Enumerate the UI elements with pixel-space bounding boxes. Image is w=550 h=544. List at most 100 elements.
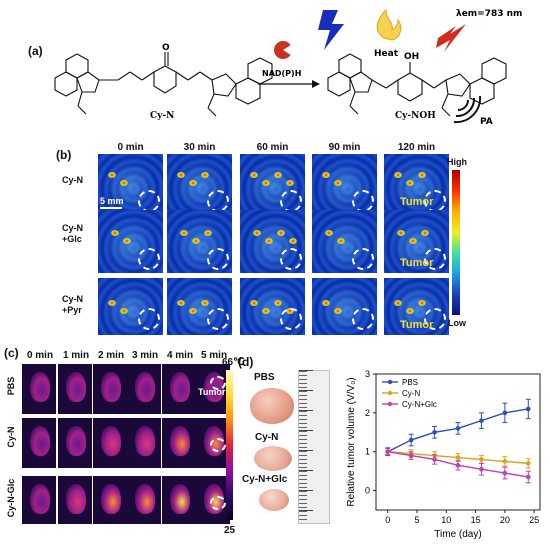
mouse-heat-signature [170,426,190,456]
tumor-circle [280,248,302,270]
signal-spot [322,172,330,178]
pa-image [312,210,377,273]
mouse-heat-signature [170,484,190,514]
signal-spot [289,238,297,244]
signal-spot [201,172,209,178]
tumor-volume-chart: 0 5 10 15 20 25 0 1 2 3 Time (day) Relative tumor v… [346,369,541,540]
pa-colorbar-high: High [447,157,467,167]
data-point [432,429,437,435]
signal-spot [325,230,333,236]
thermal-colorbar-min: 25 [224,525,236,536]
signal-spot [192,238,200,244]
thermal-image [93,476,127,524]
time-label-c-1: 1 min [62,350,90,361]
tumor-circle [280,308,302,330]
signal-spot [204,230,212,236]
data-point [525,461,531,466]
thermal-image [127,418,161,468]
pa-image: Tumor [384,154,449,212]
pa-image [312,278,377,335]
data-point [455,455,461,460]
legend-label: Cy-N+Glc [402,400,437,409]
pa-image [167,278,232,335]
thermal-colorbar [226,370,233,520]
pa-image [240,210,305,273]
pa-colorbar-low: Low [448,318,466,328]
thermal-tumor-label: Tumor [198,387,226,397]
mouse-heat-signature [101,484,121,514]
panel-c-label: (c) [4,346,19,360]
mouse-heat-signature [30,372,50,402]
enzyme-icon [274,41,294,59]
signal-spot [201,300,209,306]
row-label-c-1: Cy-N [6,426,16,448]
time-label-c-4: 4 min [166,350,194,361]
tumor-photo-pbs [250,388,294,424]
x-tick-label: 10 [441,515,451,525]
data-point [525,406,531,412]
tumor-label: Tumor [400,319,434,331]
signal-spot [394,300,402,306]
tumor-photo-cy-n-glc [259,489,289,511]
data-point [525,474,531,480]
tumor-label: Tumor [400,257,434,269]
signal-spot [250,300,258,306]
pa-image [312,154,377,212]
photo-label-cy-n: Cy-N [255,432,279,443]
row-label-b-2: Cy-N +Pyr [62,294,83,316]
row-label-line: Cy-N [62,294,84,304]
row-label-line: +Pyr [62,305,82,315]
legend-marker [387,390,393,396]
legend-marker [387,401,393,407]
data-point [408,437,414,443]
thermal-image [93,364,127,414]
row-label-line: Cy-N [62,175,84,185]
tumor-circle [138,190,160,212]
blue-lightning-icon [318,10,344,50]
signal-spot [421,230,429,236]
signal-spot [334,308,342,314]
thermal-image [127,364,161,414]
thermal-colorbar-max: 66℃ [222,357,245,368]
thermal-image [58,418,92,468]
thermal-image [58,364,92,414]
signal-spot [123,238,131,244]
signal-spot [189,180,197,186]
thermal-image [162,418,196,468]
signal-spot [177,172,185,178]
tumor-circle [352,308,374,330]
row-label-line: Cy-N [62,223,84,233]
x-tick-label: 5 [414,515,419,525]
mouse-heat-signature [135,426,155,456]
pa-image [167,154,232,212]
pa-label: PA [480,117,493,127]
time-label-c-3: 3 min [131,350,159,361]
y-tick-label: 0 [365,486,370,496]
mouse-heat-signature [66,372,86,402]
signal-spot [111,230,119,236]
x-tick-label: 15 [471,515,481,525]
mouse-heat-signature [30,426,50,456]
chemical-scheme: Cy-N O NAD(P)H OH Cy-NOH Heat λe [54,8,522,127]
tumor-circle [210,438,226,452]
data-point [408,453,414,458]
reactant-name: Cy-N [150,111,174,121]
thermal-image [127,476,161,524]
pa-colorbar [452,170,460,315]
signal-spot [262,308,270,314]
tumor-circle [207,308,229,330]
thermal-image [22,476,56,524]
pa-image: Tumor [384,278,449,335]
mouse-heat-signature [135,372,155,402]
signal-spot [418,172,426,178]
thermal-image [196,364,230,414]
plot-frame [375,373,541,511]
thermal-image [22,364,56,414]
y-tick-label: 3 [365,369,370,379]
data-point [385,449,391,455]
time-label-c-5: 5 min [200,350,228,361]
signal-spot [120,308,128,314]
legend-label: Cy-N [402,389,420,398]
red-lightning-icon [436,24,466,52]
tumor-circle [352,190,374,212]
